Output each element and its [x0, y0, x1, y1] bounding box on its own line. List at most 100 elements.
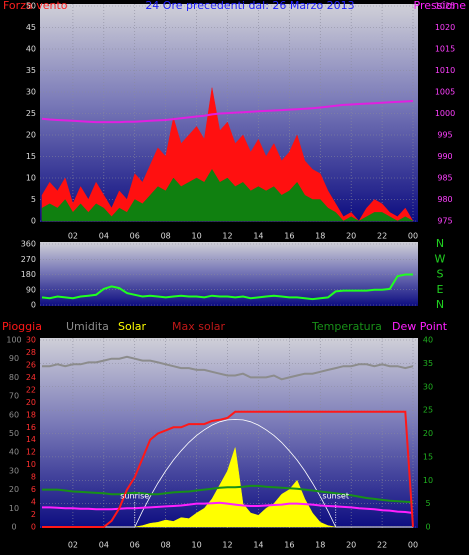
y-tick-label: 8 — [31, 473, 36, 482]
y-tick-label: 40 — [26, 45, 36, 54]
series-line — [41, 100, 414, 124]
y-tick-label: 24 — [26, 373, 36, 382]
direction-label: N — [436, 298, 444, 311]
y-tick-label: 20 — [26, 398, 36, 407]
series-line — [42, 501, 414, 514]
x-tick-label: 18 — [315, 232, 325, 241]
y-tick-label: 10 — [423, 476, 433, 485]
y-tick-label: 12 — [26, 448, 36, 457]
x-tick-label: 06 — [130, 541, 140, 550]
x-tick-label: 04 — [99, 232, 109, 241]
annotation: sunrise — [120, 492, 149, 501]
y-tick-label: 990 — [437, 152, 452, 161]
series-line — [41, 273, 413, 301]
y-tick-label: 6 — [31, 485, 36, 494]
x-tick-label: 22 — [377, 541, 387, 550]
y-tick-label: 20 — [26, 131, 36, 140]
x-tick-label: 16 — [284, 232, 294, 241]
y-tick-label: 1015 — [435, 45, 455, 54]
y-tick-label: 35 — [423, 359, 433, 368]
y2-axis-label: Pressione — [414, 0, 467, 12]
legend-entry: Dew Point — [392, 320, 448, 333]
y-tick-label: 22 — [26, 385, 36, 394]
y-tick-label: 16 — [26, 423, 36, 432]
y-tick-label: 980 — [437, 195, 452, 204]
y-tick-label: 270 — [21, 255, 36, 264]
y-tick-label: 0 — [425, 523, 430, 532]
x-tick-label: 18 — [315, 541, 325, 550]
series-line — [42, 410, 414, 528]
x-tick-label: 06 — [130, 232, 140, 241]
y-tick-label: 35 — [26, 66, 36, 75]
direction-label: E — [437, 283, 444, 296]
y-tick-label: 10 — [9, 504, 19, 513]
series-area — [41, 168, 414, 222]
x-tick-label: 12 — [222, 232, 232, 241]
y-tick-label: 80 — [9, 373, 19, 382]
y-tick-label: 40 — [423, 336, 433, 345]
y-tick-label: 1025 — [435, 2, 455, 11]
y-tick-label: 50 — [9, 429, 19, 438]
x-tick-label: 02 — [68, 541, 78, 550]
series-area — [41, 87, 414, 222]
x-tick-label: 20 — [346, 541, 356, 550]
y-tick-label: 20 — [423, 429, 433, 438]
y-tick-label: 0 — [11, 523, 16, 532]
y-tick-label: 1005 — [435, 88, 455, 97]
y-tick-label: 5 — [425, 499, 430, 508]
x-tick-label: 14 — [253, 541, 263, 550]
legend-entry: Solar — [118, 320, 147, 333]
y-tick-label: 975 — [437, 217, 452, 226]
y-tick-label: 30 — [9, 466, 19, 475]
y-tick-label: 0 — [31, 301, 36, 310]
x-tick-label: 16 — [284, 541, 294, 550]
series-line — [42, 355, 414, 381]
x-tick-label: 04 — [99, 541, 109, 550]
x-tick-label: 14 — [253, 232, 263, 241]
x-tick-label: 00 — [408, 232, 418, 241]
y-tick-label: 70 — [9, 392, 19, 401]
direction-label: W — [435, 252, 446, 265]
direction-label: S — [437, 268, 444, 281]
y-tick-label: 15 — [423, 452, 433, 461]
x-tick-label: 02 — [68, 232, 78, 241]
y-tick-label: 90 — [9, 354, 19, 363]
y-tick-label: 100 — [6, 336, 21, 345]
direction-label: N — [436, 237, 444, 250]
x-tick-label: 12 — [222, 541, 232, 550]
x-tick-label: 08 — [161, 232, 171, 241]
series-line — [42, 484, 414, 504]
y-tick-label: 25 — [26, 109, 36, 118]
x-tick-label: 10 — [191, 541, 201, 550]
y-tick-label: 90 — [26, 285, 36, 294]
y-tick-label: 18 — [26, 410, 36, 419]
x-tick-label: 00 — [408, 541, 418, 550]
legend-entry: Temperatura — [311, 320, 382, 333]
y-tick-label: 30 — [26, 336, 36, 345]
y-tick-label: 0 — [31, 523, 36, 532]
x-tick-label: 08 — [161, 541, 171, 550]
y-tick-label: 985 — [437, 174, 452, 183]
legend-entry: Max solar — [172, 320, 225, 333]
y-tick-label: 2 — [31, 510, 36, 519]
x-tick-label: 20 — [346, 232, 356, 241]
y-axis-label: Forza vento — [3, 0, 68, 12]
y-tick-label: 10 — [26, 174, 36, 183]
y-tick-label: 1020 — [435, 23, 455, 32]
plot-area — [40, 242, 418, 306]
y-tick-label: 360 — [21, 240, 36, 249]
y-tick-label: 995 — [437, 131, 452, 140]
y-tick-label: 15 — [26, 152, 36, 161]
annotation: sunset — [322, 492, 349, 501]
y-tick-label: 60 — [9, 410, 19, 419]
y-tick-label: 28 — [26, 348, 36, 357]
y-tick-label: 1010 — [435, 66, 455, 75]
y-tick-label: 40 — [9, 448, 19, 457]
x-tick-label: 22 — [377, 232, 387, 241]
y-tick-label: 45 — [26, 23, 36, 32]
y-tick-label: 4 — [31, 498, 36, 507]
y-tick-label: 50 — [26, 2, 36, 11]
y-tick-label: 25 — [423, 406, 433, 415]
y-tick-label: 0 — [31, 217, 36, 226]
